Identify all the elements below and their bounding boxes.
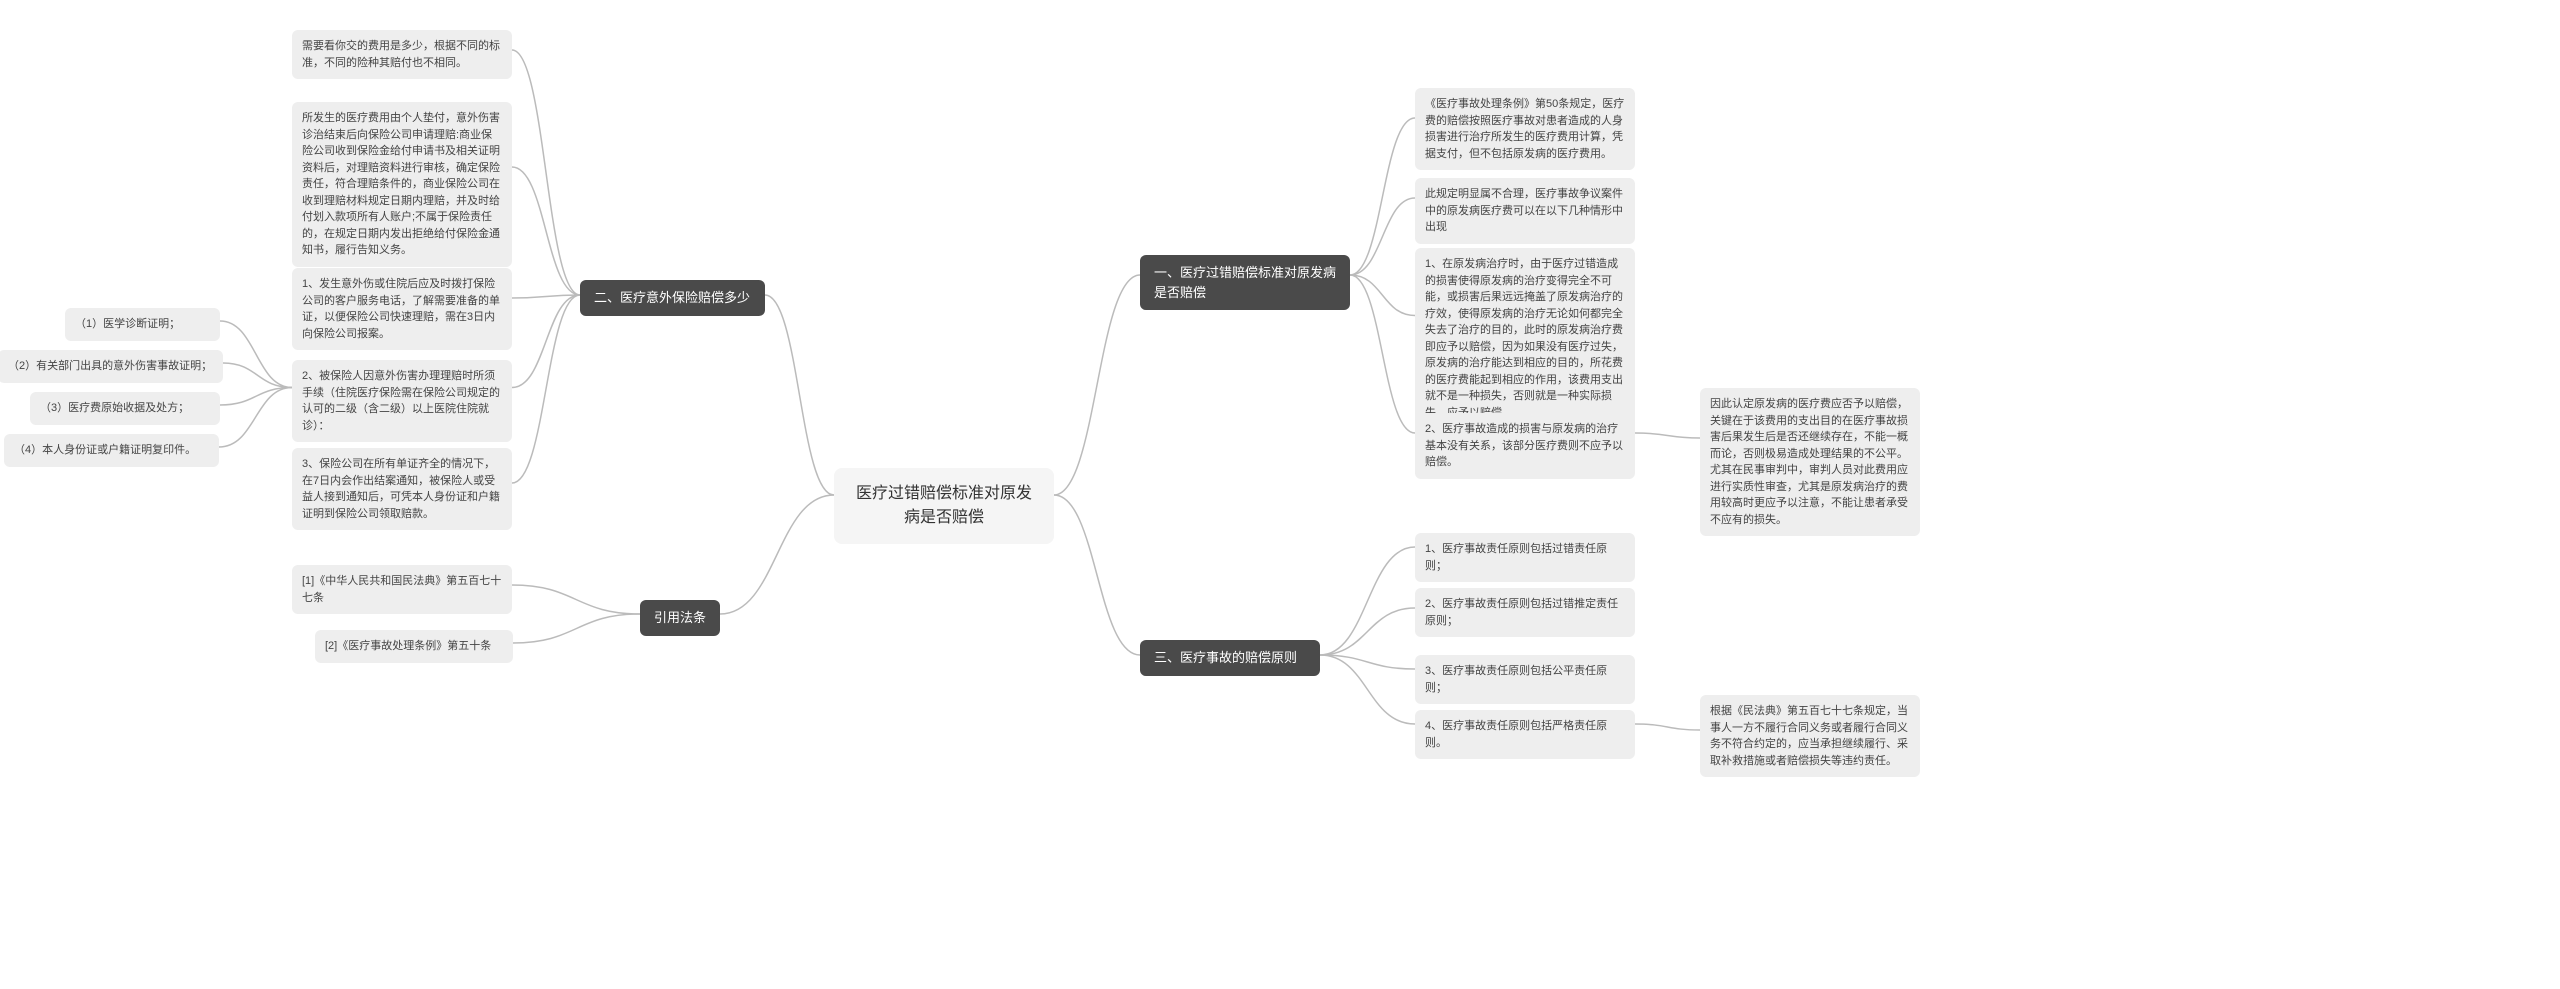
leaf-node: （2）有关部门出具的意外伤害事故证明； [0, 350, 223, 383]
leaf-node: （4）本人身份证或户籍证明复印件。 [4, 434, 219, 467]
leaf-node: 3、医疗事故责任原则包括公平责任原则； [1415, 655, 1635, 704]
leaf-node: 1、发生意外伤或住院后应及时拨打保险公司的客户服务电话，了解需要准备的单证，以便… [292, 268, 512, 350]
leaf-node: （3）医疗费原始收据及处方； [30, 392, 220, 425]
leaf-node: 4、医疗事故责任原则包括严格责任原则。 [1415, 710, 1635, 759]
branch-node: 引用法条 [640, 600, 720, 636]
branch-node: 一、医疗过错赔偿标准对原发病是否赔偿 [1140, 255, 1350, 310]
leaf-node: 1、在原发病治疗时，由于医疗过错造成的损害使得原发病的治疗变得完全不可能，或损害… [1415, 248, 1635, 429]
leaf-node: 根据《民法典》第五百七十七条规定，当事人一方不履行合同义务或者履行合同义务不符合… [1700, 695, 1920, 777]
leaf-node: [1]《中华人民共和国民法典》第五百七十七条 [292, 565, 512, 614]
leaf-node: 2、被保险人因意外伤害办理理赔时所须手续（住院医疗保险需在保险公司规定的认可的二… [292, 360, 512, 442]
leaf-node: （1）医学诊断证明； [65, 308, 220, 341]
leaf-node: 2、医疗事故责任原则包括过错推定责任原则； [1415, 588, 1635, 637]
leaf-node: 所发生的医疗费用由个人垫付，意外伤害诊治结束后向保险公司申请理赔:商业保险公司收… [292, 102, 512, 267]
leaf-node: 此规定明显属不合理，医疗事故争议案件中的原发病医疗费可以在以下几种情形中出现 [1415, 178, 1635, 244]
leaf-node: 2、医疗事故造成的损害与原发病的治疗基本没有关系，该部分医疗费则不应予以赔偿。 [1415, 413, 1635, 479]
leaf-node: 《医疗事故处理条例》第50条规定，医疗费的赔偿按照医疗事故对患者造成的人身损害进… [1415, 88, 1635, 170]
root-node: 医疗过错赔偿标准对原发病是否赔偿 [834, 468, 1054, 544]
branch-node: 二、医疗意外保险赔偿多少 [580, 280, 765, 316]
leaf-node: 需要看你交的费用是多少，根据不同的标准，不同的险种其赔付也不相同。 [292, 30, 512, 79]
leaf-node: 3、保险公司在所有单证齐全的情况下，在7日内会作出结案通知，被保险人或受益人接到… [292, 448, 512, 530]
leaf-node: [2]《医疗事故处理条例》第五十条 [315, 630, 513, 663]
leaf-node: 因此认定原发病的医疗费应否予以赔偿，关键在于该费用的支出目的在医疗事故损害后果发… [1700, 388, 1920, 536]
branch-node: 三、医疗事故的赔偿原则 [1140, 640, 1320, 676]
leaf-node: 1、医疗事故责任原则包括过错责任原则； [1415, 533, 1635, 582]
